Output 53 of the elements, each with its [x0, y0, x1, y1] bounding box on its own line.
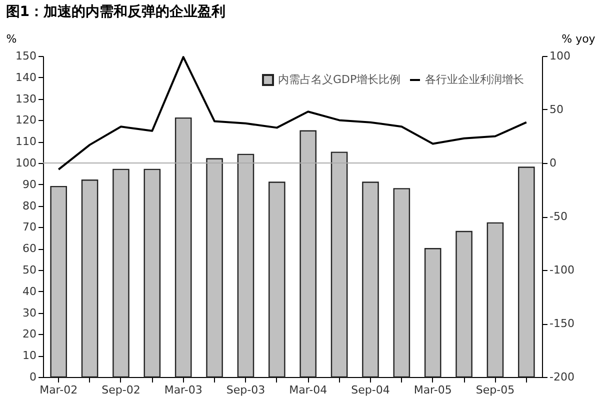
- y-tick-label: 70: [22, 220, 36, 234]
- y-tick-label: 110: [16, 135, 36, 148]
- bar: [50, 186, 67, 378]
- bar: [237, 154, 254, 378]
- x-tick-label: Mar-04: [289, 384, 328, 396]
- y2-tick-label: -200: [550, 370, 574, 384]
- y-tick-label: 130: [16, 92, 36, 106]
- y2-tick-label: 0: [550, 156, 556, 170]
- y-tick-label: 30: [22, 306, 36, 320]
- y-tick-label: 20: [22, 328, 36, 341]
- bar: [206, 158, 223, 378]
- y-tick-label: 90: [22, 178, 36, 191]
- line-series: [58, 56, 528, 170]
- x-tick-label: Sep-05: [476, 384, 515, 396]
- y-tick-label: 10: [22, 349, 36, 362]
- y2-tick-label: -150: [550, 317, 574, 330]
- bar: [112, 168, 130, 378]
- bar: [268, 182, 286, 378]
- y-tick-label: 120: [16, 114, 36, 127]
- bar: [144, 168, 161, 378]
- bar: [456, 230, 472, 378]
- y-tick-label: 0: [30, 370, 36, 384]
- chart-title: 图1：加速的内需和反弹的企业盈利: [6, 3, 226, 20]
- y-tick-label: 150: [16, 50, 36, 62]
- y2-axis-title: % yoy: [562, 32, 596, 46]
- y-tick-label: 40: [22, 284, 36, 298]
- bar: [486, 222, 504, 378]
- bar: [81, 180, 98, 378]
- bar: [362, 182, 379, 378]
- y2-tick-label: -50: [550, 210, 568, 223]
- y-tick-label: 140: [16, 70, 36, 84]
- x-tick-label: Sep-03: [226, 384, 266, 396]
- y-axis-title: %: [6, 32, 17, 46]
- bar: [174, 117, 192, 378]
- x-tick-label: Mar-03: [164, 384, 202, 396]
- x-tick-label: Sep-02: [102, 384, 140, 396]
- y2-tick-label: 100: [550, 50, 570, 62]
- y2-tick-label: -100: [550, 264, 574, 276]
- legend-label: 各行业企业利润增长: [425, 73, 524, 86]
- bar: [300, 130, 316, 378]
- x-tick-label: Mar-05: [414, 384, 452, 396]
- y-tick-label: 50: [22, 264, 36, 276]
- bar: [424, 248, 442, 378]
- x-tick-label: Sep-04: [351, 384, 390, 396]
- bar: [393, 188, 410, 378]
- y-tick-label: 60: [22, 242, 36, 256]
- y-tick-label: 80: [22, 199, 36, 212]
- bar: [330, 152, 348, 378]
- x-tick-label: Mar-02: [40, 384, 78, 396]
- y-tick-label: 100: [16, 156, 36, 170]
- legend-label: 内需占名义GDP增长比例: [278, 73, 401, 86]
- y2-tick-label: 50: [550, 103, 564, 116]
- bar: [518, 166, 535, 378]
